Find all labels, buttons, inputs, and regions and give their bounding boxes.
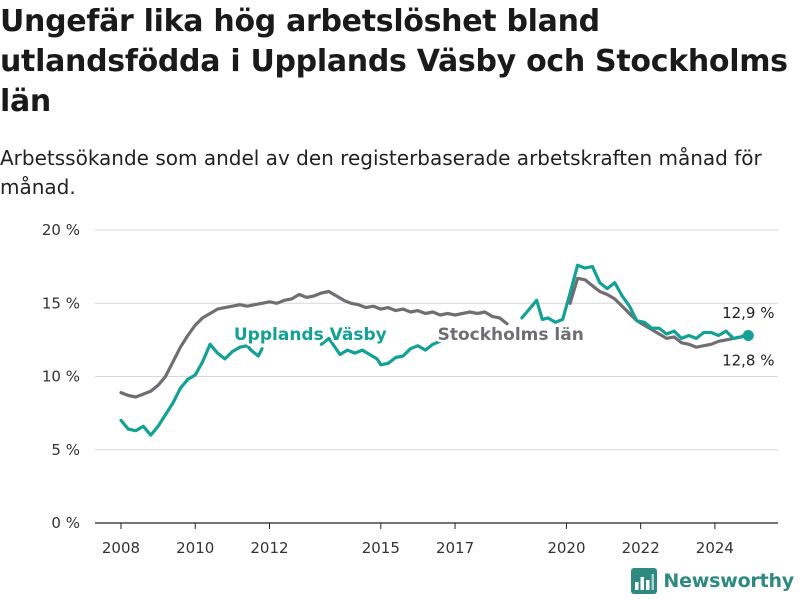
series-labels: 12,9 % 12,8 % Upplands Väsby Stockholms län <box>231 304 774 369</box>
line-chart: 0 % 5 % 10 % 15 % 20 % 2008 2010 2012 2015 2017 20… <box>42 221 778 557</box>
brand-logo[interactable]: Newsworthy <box>631 568 794 594</box>
series-line-upplands-vasby <box>119 342 264 437</box>
series-line-upplands-vasby <box>520 263 750 340</box>
axes: 0 % 5 % 10 % 15 % 20 % 2008 2010 2012 2015 2017 20… <box>42 221 778 557</box>
y-tick-label: 15 % <box>42 294 80 312</box>
series-end-point <box>742 329 754 341</box>
y-tick-label: 10 % <box>42 368 80 386</box>
x-tick-label: 2012 <box>250 539 288 557</box>
end-label-stockholms-lan: 12,9 % <box>722 304 774 322</box>
chart-title: Ungefär lika hög arbetslöshet bland utla… <box>0 4 788 119</box>
x-tick-label: 2017 <box>436 539 474 557</box>
grid-lines <box>95 229 778 451</box>
series-line-stockholms-lan <box>119 289 509 399</box>
end-label-upplands-vasby: 12,8 % <box>722 351 774 369</box>
series-line-stockholms-lan <box>568 276 750 349</box>
brand-name: Newsworthy <box>663 570 794 592</box>
x-tick-label: 2015 <box>362 539 400 557</box>
newsworthy-logo-icon <box>631 568 658 594</box>
x-tick-label: 2008 <box>102 539 140 557</box>
x-tick-label: 2010 <box>176 539 214 557</box>
x-tick-label: 2022 <box>622 539 660 557</box>
chart-subtitle: Arbetssökande som andel av den registerb… <box>0 146 762 199</box>
series-line-upplands-vasby <box>319 330 465 367</box>
y-tick-label: 5 % <box>51 441 80 459</box>
x-tick-label: 2024 <box>696 539 734 557</box>
y-tick-label: 20 % <box>42 221 80 239</box>
label-upplands-vasby: Upplands Väsby <box>234 325 387 345</box>
series-lines <box>119 263 754 437</box>
x-tick-label: 2020 <box>547 539 585 557</box>
label-stockholms-lan: Stockholms län <box>438 325 584 345</box>
y-tick-label: 0 % <box>51 514 80 532</box>
